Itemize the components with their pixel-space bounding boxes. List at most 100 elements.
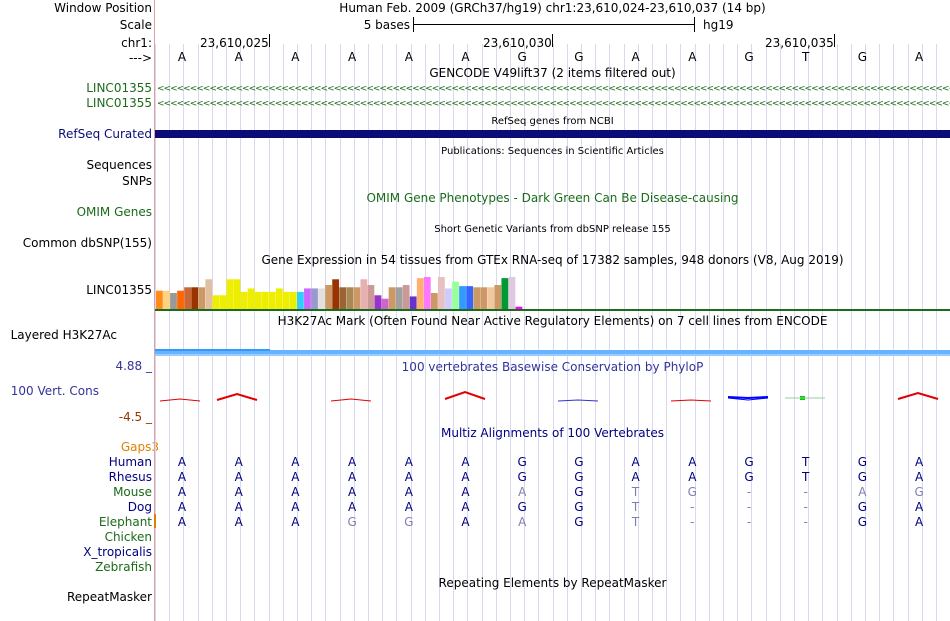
gencode-transcript-1[interactable]: <<<<<<<<<<<<<<<<<<<<<<<<<<<<<<<<<<<<<<<<… [157,85,950,94]
gtex-tissue-bar[interactable] [388,287,396,309]
gtex-tissue-bar[interactable] [332,279,340,309]
species-label-elephant[interactable]: Elephant [98,515,152,529]
gtex-tissue-bar[interactable] [430,293,438,309]
gencode-item-1-label[interactable]: LINC01355 [86,81,152,95]
phylop-min-label: -4.5 _ [118,410,152,424]
gtex-tissue-bar[interactable] [205,279,213,309]
species-label-zebrafish[interactable]: Zebrafish [95,560,152,574]
reference-base: A [291,50,300,64]
gtex-tissue-bar[interactable] [494,285,502,309]
gtex-tissue-bar[interactable] [508,277,516,309]
gtex-tissue-bar[interactable] [473,287,481,309]
multiz-track-title: Multiz Alignments of 100 Vertebrates [440,426,665,440]
gtex-tissue-bar[interactable] [402,285,410,309]
gtex-tissue-bar[interactable] [353,287,361,309]
gtex-tissue-bar[interactable] [170,293,177,309]
gtex-tissue-bar[interactable] [254,291,262,309]
gtex-tissue-bar[interactable] [459,286,466,309]
alignment-base: G [914,485,924,499]
gtex-tissue-bar[interactable] [184,287,191,309]
gtex-tissue-bar[interactable] [247,288,255,309]
gtex-tissue-bar[interactable] [233,279,241,309]
gtex-tissue-bar[interactable] [304,288,311,309]
gtex-tissue-bar[interactable] [261,291,269,309]
alignment-base: A [461,515,470,529]
refseq-gene-bar[interactable] [155,130,950,138]
alignment-base: G [744,455,754,469]
gtex-tissue-bar[interactable] [374,295,382,309]
gtex-tissue-bar[interactable] [240,291,248,309]
ruler-position-1: 23,610,025 [200,36,269,50]
gtex-tissue-bar[interactable] [423,277,431,309]
gencode-item-2-label[interactable]: LINC01355 [86,96,152,110]
phylop-track-label[interactable]: 100 Vert. Cons [10,384,99,398]
gtex-tissue-bar[interactable] [381,298,389,309]
species-label-x_tropicalis[interactable]: X_tropicalis [83,545,152,559]
alignment-base: G [574,455,584,469]
gtex-tissue-bar[interactable] [339,287,347,309]
gtex-track-label[interactable]: LINC01355 [86,283,152,297]
gtex-tissue-bar[interactable] [487,287,495,309]
h3k27ac-signal-peak [155,349,270,351]
gtex-tissue-bar[interactable] [367,285,375,309]
gtex-tissue-bar[interactable] [156,290,163,309]
alignment-base: G [347,515,357,529]
ruler-position-3: 23,610,035 [765,36,834,50]
gtex-tissue-bar[interactable] [466,286,473,309]
gtex-tissue-bar[interactable] [318,288,325,309]
gtex-tissue-bar[interactable] [177,290,184,309]
reference-base: A [404,50,413,64]
gtex-tissue-bar[interactable] [275,288,283,309]
species-label-dog[interactable]: Dog [127,500,152,514]
species-label-mouse[interactable]: Mouse [113,485,152,499]
gtex-tissue-bar[interactable] [480,287,488,309]
snps-track-label[interactable]: SNPs [122,174,152,188]
ruler-position-2: 23,610,030 [483,36,552,50]
refseq-track-label[interactable]: RefSeq Curated [58,127,152,141]
gtex-tissue-bar[interactable] [198,287,206,309]
gtex-tissue-bar[interactable] [226,279,234,309]
gaps-label[interactable]: Gaps3 [120,440,159,454]
species-label-chicken[interactable]: Chicken [104,530,152,544]
gtex-tissue-bar[interactable] [282,291,290,309]
gtex-tissue-bar[interactable] [191,287,199,309]
h3k27ac-track-label[interactable]: Layered H3K27Ac [10,328,117,342]
gtex-tissue-bar[interactable] [452,281,459,309]
gtex-tissue-bar[interactable] [325,285,332,309]
gtex-tissue-bar[interactable] [297,291,304,309]
gtex-tissue-bar[interactable] [445,288,452,309]
species-label-rhesus[interactable]: Rhesus [108,470,152,484]
gtex-tissue-bar[interactable] [501,278,509,309]
gencode-transcript-2[interactable]: <<<<<<<<<<<<<<<<<<<<<<<<<<<<<<<<<<<<<<<<… [157,100,950,109]
species-label-human[interactable]: Human [108,455,152,469]
alignment-base: A [404,455,413,469]
gtex-tissue-bar[interactable] [409,296,417,309]
reference-base: A [234,50,243,64]
gtex-tissue-bar[interactable] [163,290,170,309]
gtex-tissue-bar[interactable] [360,279,368,309]
gtex-tissue-bar[interactable] [212,295,220,309]
gtex-tissue-bar[interactable] [395,287,403,309]
dbsnp-track-label[interactable]: Common dbSNP(155) [22,236,152,250]
gtex-bar-chart[interactable] [155,266,950,312]
alignment-base: A [291,515,300,529]
strand-label: ---> [128,51,152,65]
h3k27ac-signal[interactable] [155,345,950,357]
phylop-conservation-plot[interactable] [155,385,950,410]
gtex-tissue-bar[interactable] [515,306,523,309]
publications-track-label[interactable]: Sequences [86,158,152,172]
alignment-base: A [404,485,413,499]
publications-track-title: Publications: Sequences in Scientific Ar… [441,146,664,157]
omim-track-label[interactable]: OMIM Genes [76,205,152,219]
gtex-tissue-bar[interactable] [438,277,445,309]
gtex-tissue-bar[interactable] [289,291,297,309]
alignment-base: A [461,485,470,499]
gtex-tissue-bar[interactable] [416,278,424,309]
repeatmasker-track-label[interactable]: RepeatMasker [66,590,152,604]
gtex-tissue-bar[interactable] [219,295,227,309]
gtex-tissue-bar[interactable] [346,287,354,309]
gtex-tissue-bar[interactable] [311,288,318,309]
gtex-tissue-bar[interactable] [268,291,276,309]
alignment-base: A [234,515,243,529]
